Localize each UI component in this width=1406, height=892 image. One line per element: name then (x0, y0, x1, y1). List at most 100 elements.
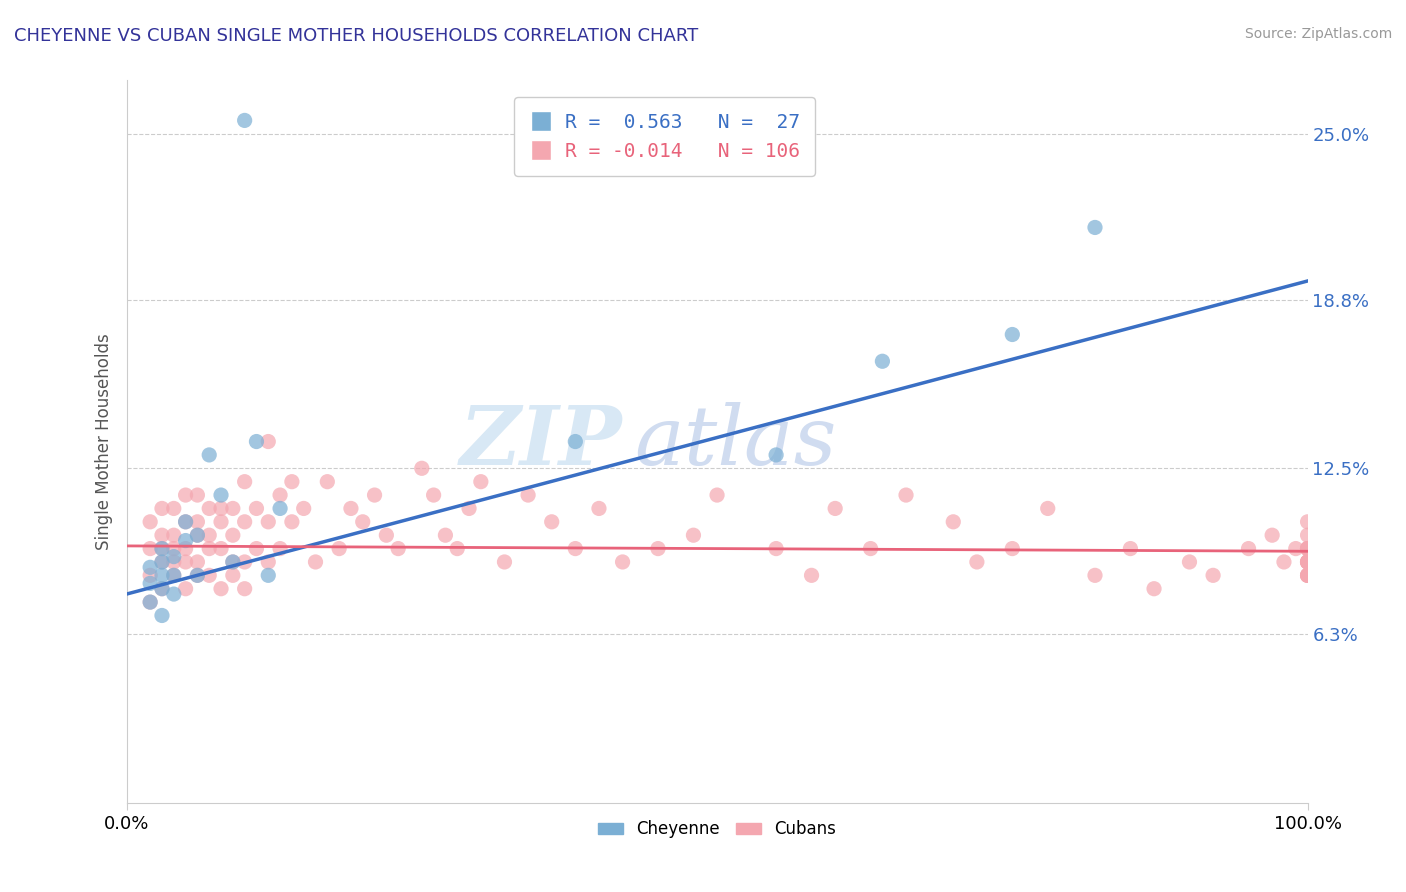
Point (222, 555, 245, 569)
Point (163, 549, 186, 564)
Point (233, 475, 256, 489)
Text: CHEYENNE VS CUBAN SINGLE MOTHER HOUSEHOLDS CORRELATION CHART: CHEYENNE VS CUBAN SINGLE MOTHER HOUSEHOL… (14, 27, 699, 45)
Point (186, 528, 208, 542)
Point (139, 576, 162, 591)
Point (209, 582, 232, 596)
Point (316, 475, 339, 489)
Point (150, 541, 173, 556)
Point (150, 608, 173, 623)
Point (1084, 568, 1107, 582)
Point (209, 541, 232, 556)
Point (1296, 568, 1319, 582)
Point (1296, 515, 1319, 529)
Point (174, 533, 197, 548)
Point (245, 434, 267, 449)
Point (1296, 555, 1319, 569)
Point (139, 541, 162, 556)
Point (859, 541, 882, 556)
Point (222, 568, 245, 582)
Point (257, 434, 280, 449)
Point (233, 113, 256, 128)
Point (894, 488, 917, 502)
Point (1119, 541, 1142, 556)
Point (446, 541, 468, 556)
Point (1202, 568, 1225, 582)
Point (1296, 541, 1319, 556)
Point (150, 555, 173, 569)
Legend: Cheyenne, Cubans: Cheyenne, Cubans (591, 814, 844, 845)
Point (174, 541, 197, 556)
Point (1296, 541, 1319, 556)
Point (269, 501, 291, 516)
Point (163, 541, 186, 556)
Point (163, 587, 186, 601)
Point (174, 488, 197, 502)
Point (352, 515, 374, 529)
Point (564, 434, 586, 449)
Point (1143, 582, 1166, 596)
Point (966, 555, 988, 569)
Point (1178, 555, 1201, 569)
Point (494, 555, 516, 569)
Point (186, 528, 208, 542)
Point (1296, 555, 1319, 569)
Point (222, 501, 245, 516)
Point (163, 528, 186, 542)
Point (942, 515, 965, 529)
Point (1296, 555, 1319, 569)
Point (824, 501, 846, 516)
Point (1296, 568, 1319, 582)
Point (150, 582, 173, 596)
Point (1296, 541, 1319, 556)
Point (612, 555, 634, 569)
Point (340, 501, 363, 516)
Point (186, 515, 208, 529)
Point (328, 541, 350, 556)
Point (1296, 541, 1319, 556)
Point (411, 461, 433, 475)
Point (139, 560, 162, 574)
Point (422, 488, 444, 502)
Point (150, 501, 173, 516)
Text: atlas: atlas (634, 401, 837, 482)
Point (139, 595, 162, 609)
Y-axis label: Single Mother Households: Single Mother Households (94, 334, 112, 549)
Text: Source: ZipAtlas.com: Source: ZipAtlas.com (1244, 27, 1392, 41)
Point (1296, 555, 1319, 569)
Point (186, 555, 208, 569)
Point (269, 541, 291, 556)
Point (245, 501, 267, 516)
Point (1084, 220, 1107, 235)
Point (682, 528, 704, 542)
Point (292, 501, 315, 516)
Point (281, 515, 304, 529)
Point (198, 541, 221, 556)
Point (387, 541, 409, 556)
Point (174, 582, 197, 596)
Point (150, 528, 173, 542)
Point (209, 488, 232, 502)
Point (1285, 541, 1308, 556)
Point (139, 515, 162, 529)
Point (1272, 555, 1295, 569)
Point (470, 475, 492, 489)
Point (517, 488, 540, 502)
Point (1036, 501, 1059, 516)
Point (245, 541, 267, 556)
Point (363, 488, 385, 502)
Point (564, 541, 586, 556)
Point (209, 515, 232, 529)
Point (198, 448, 221, 462)
Point (257, 568, 280, 582)
Point (458, 501, 481, 516)
Point (765, 541, 787, 556)
Point (150, 568, 173, 582)
Point (233, 555, 256, 569)
Point (1296, 528, 1319, 542)
Point (540, 515, 562, 529)
Point (304, 555, 326, 569)
Point (233, 515, 256, 529)
Point (222, 528, 245, 542)
Point (198, 528, 221, 542)
Point (434, 528, 457, 542)
